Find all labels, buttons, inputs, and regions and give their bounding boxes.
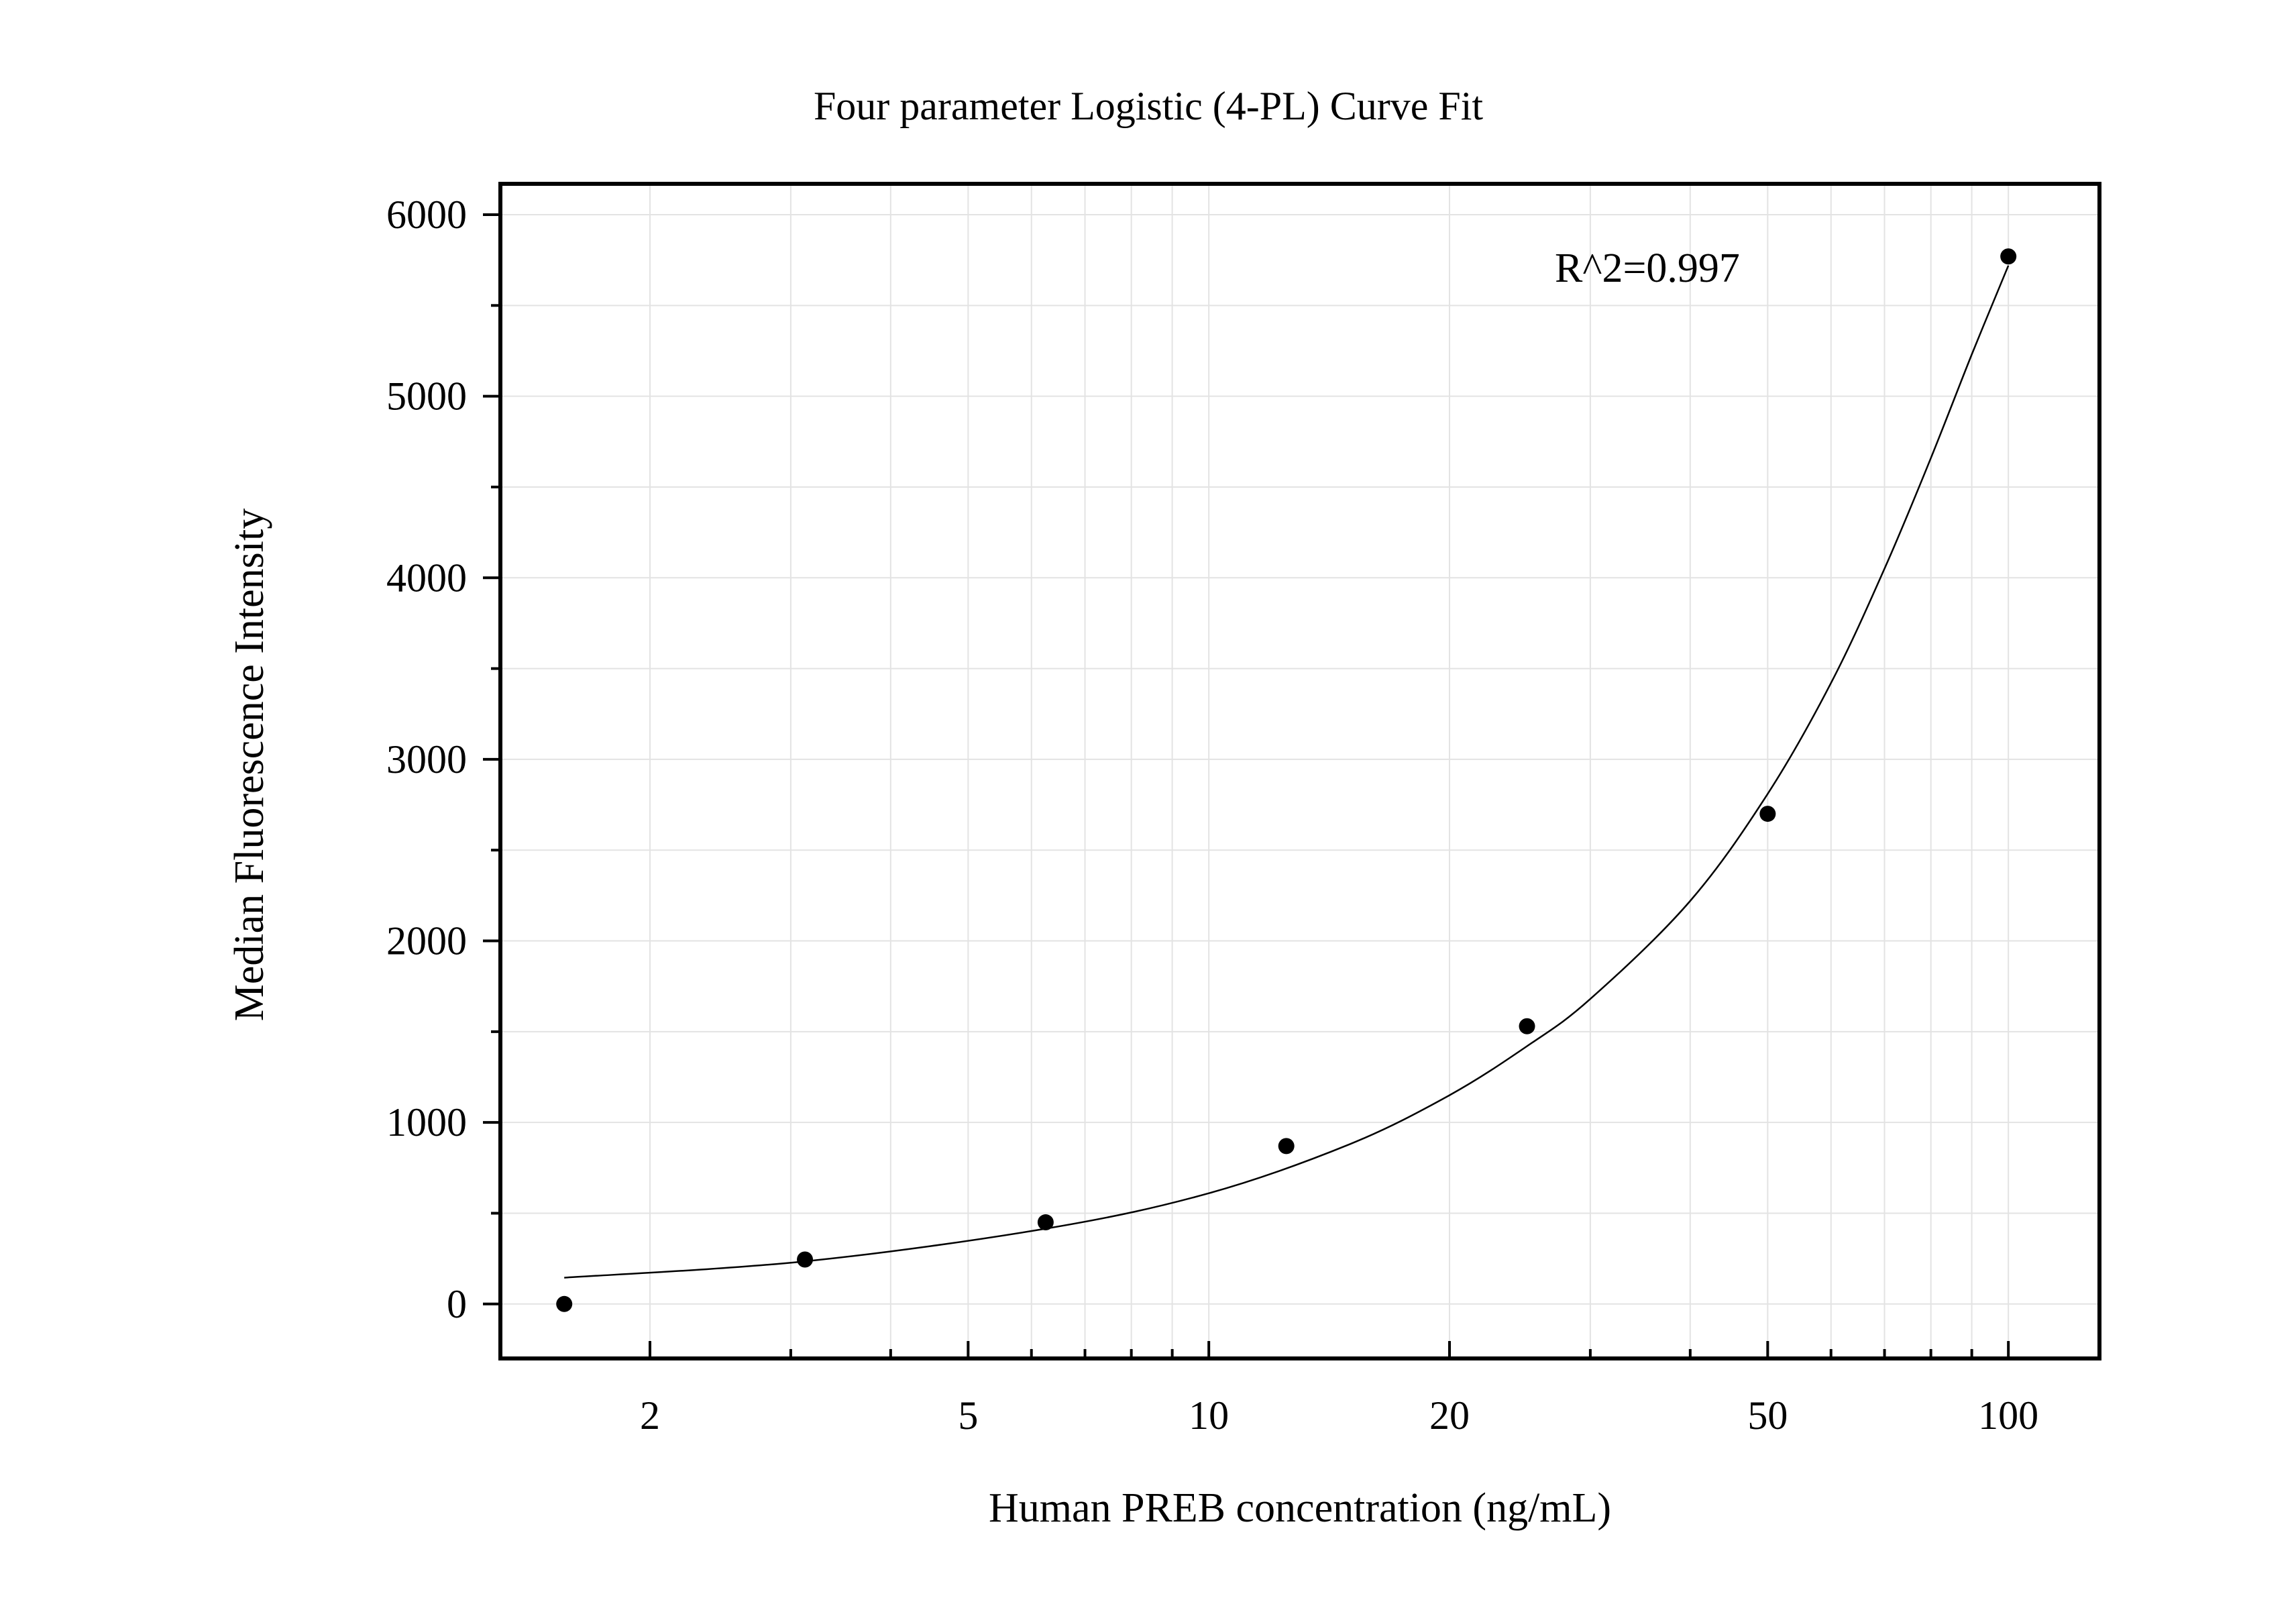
data-point bbox=[556, 1295, 573, 1312]
fit-curve bbox=[564, 265, 2010, 1279]
data-point bbox=[1278, 1138, 1295, 1155]
y-tick-label: 4000 bbox=[386, 555, 467, 600]
x-tick-label: 5 bbox=[958, 1393, 978, 1438]
fit-curve-layer bbox=[564, 265, 2010, 1279]
y-tick-label: 3000 bbox=[386, 737, 467, 782]
data-point bbox=[797, 1251, 814, 1268]
data-point bbox=[1037, 1214, 1054, 1231]
x-tick-label: 10 bbox=[1189, 1393, 1229, 1438]
grid bbox=[500, 184, 2099, 1358]
chart-title: Four parameter Logistic (4-PL) Curve Fit bbox=[814, 84, 1483, 128]
x-tick-label: 20 bbox=[1429, 1393, 1470, 1438]
y-tick-label: 0 bbox=[447, 1282, 467, 1326]
x-axis-label: Human PREB concentration (ng/mL) bbox=[989, 1485, 1611, 1531]
r-squared-annotation: R^2=0.997 bbox=[1555, 246, 1740, 291]
x-tick-label: 100 bbox=[1978, 1393, 2038, 1438]
plot-frame bbox=[498, 182, 2101, 1360]
y-tick-label: 2000 bbox=[386, 919, 467, 963]
y-tick-label: 1000 bbox=[386, 1100, 467, 1144]
x-tick-label: 2 bbox=[640, 1393, 660, 1438]
y-tick-label: 6000 bbox=[386, 193, 467, 237]
data-point bbox=[1759, 806, 1776, 822]
y-tick-label: 5000 bbox=[386, 374, 467, 419]
data-point bbox=[2000, 248, 2017, 265]
data-point bbox=[1519, 1018, 1535, 1034]
x-tick-label: 50 bbox=[1747, 1393, 1788, 1438]
data-points bbox=[556, 248, 2017, 1312]
y-axis-label: Median Fluorescence Intensity bbox=[227, 509, 272, 1021]
